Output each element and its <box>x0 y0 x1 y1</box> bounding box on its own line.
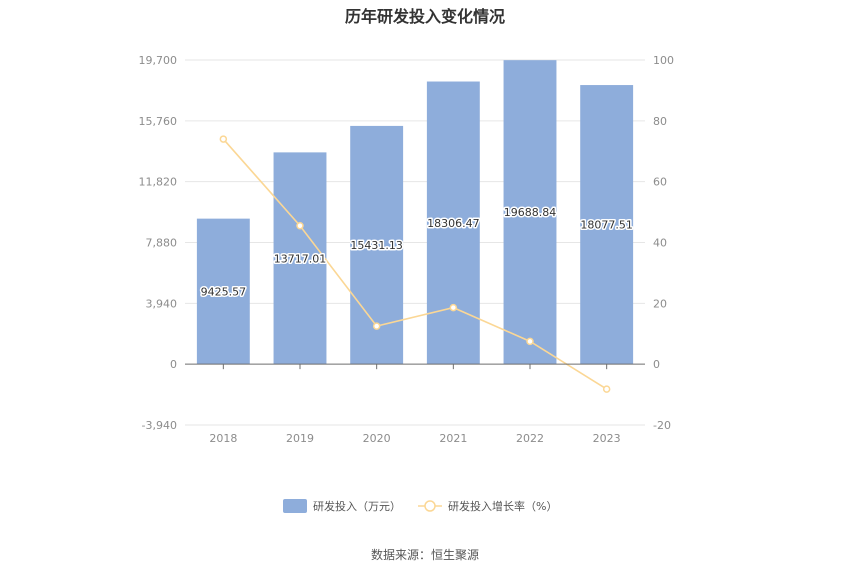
bar <box>503 60 557 365</box>
growth-point <box>602 385 611 393</box>
growth-point <box>372 322 381 330</box>
y-left-tick-label: 15,760 <box>139 115 178 128</box>
y-left-tick-label: 7,880 <box>146 237 178 250</box>
bar <box>196 218 250 365</box>
y-right-tick-label: 100 <box>653 54 674 67</box>
x-tick-label: 2019 <box>286 432 314 445</box>
y-right-tick-label: 80 <box>653 115 667 128</box>
growth-point <box>449 303 458 312</box>
y-left-tick-label: 0 <box>170 358 177 371</box>
x-tick-label: 2018 <box>209 432 237 445</box>
x-tick-label: 2020 <box>363 432 391 445</box>
y-right-tick-label: 0 <box>653 358 660 371</box>
axes: -3,940 0 3,940 7,880 11,820 15,760 19,700 -20 0 2… <box>139 54 675 445</box>
x-tick-label: 2023 <box>593 432 621 445</box>
legend: 研发投入（万元） 研发投入增长率（%） <box>283 499 557 513</box>
legend-bar-label: 研发投入（万元） <box>313 499 401 513</box>
growth-point <box>526 337 534 346</box>
legend-line-marker <box>424 500 436 512</box>
chart-title: 历年研发投入变化情况 <box>344 7 505 26</box>
bar <box>580 85 634 365</box>
y-left-tick-label: 19,700 <box>139 54 178 67</box>
bar-value-label: 13717.01 <box>274 252 327 265</box>
y-right-tick-label: 20 <box>653 297 667 310</box>
data-labels: 9425.57 13717.01 15431.13 18306.47 19688.84 1… <box>199 205 634 300</box>
growth-line <box>222 138 608 390</box>
bar-value-label: 9425.57 <box>201 285 247 298</box>
line-series <box>219 135 611 393</box>
y-left-tick-label: 11,820 <box>139 176 178 189</box>
growth-point <box>219 135 228 143</box>
bar-value-label: 18306.47 <box>427 217 480 230</box>
source-note: 数据来源：恒生聚源 <box>370 548 479 562</box>
y-right-tick-label: 60 <box>653 176 667 189</box>
y-right-tick-label: -20 <box>653 419 671 432</box>
grid <box>185 59 645 426</box>
bar-value-label: 18077.51 <box>580 219 633 232</box>
bar-series <box>196 60 634 365</box>
bar-value-label: 15431.13 <box>350 239 403 252</box>
y-left-tick-label: 3,940 <box>146 297 178 310</box>
growth-point <box>296 222 304 230</box>
bar-value-label: 19688.84 <box>504 206 557 219</box>
y-right-tick-label: 40 <box>653 237 667 250</box>
x-tick-label: 2022 <box>516 432 544 445</box>
legend-bar-swatch <box>283 499 307 513</box>
x-tick-label: 2021 <box>439 432 467 445</box>
y-left-tick-label: -3,940 <box>142 419 177 432</box>
legend-line-label: 研发投入增长率（%） <box>448 499 557 513</box>
bar <box>273 152 327 365</box>
bar <box>426 81 480 365</box>
